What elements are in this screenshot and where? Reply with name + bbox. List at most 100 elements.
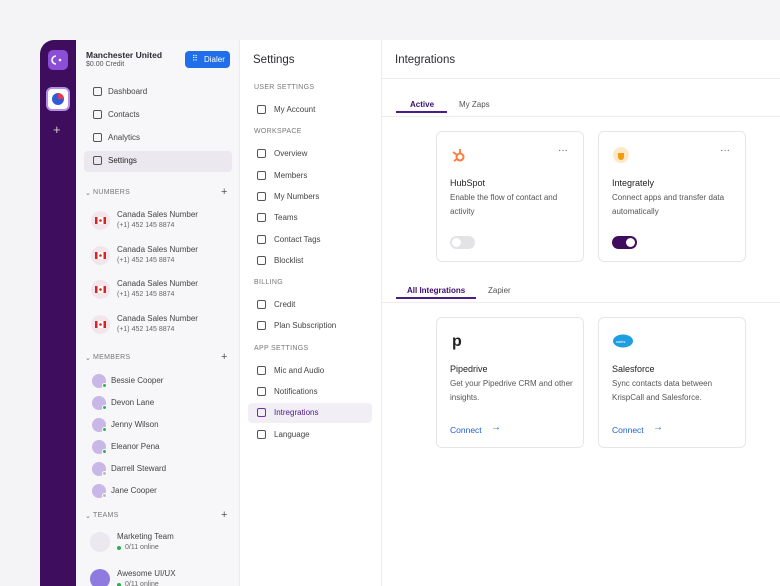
- tab-underline: [396, 297, 476, 299]
- number-name[interactable]: Canada Sales Number: [117, 244, 198, 254]
- member-name[interactable]: Eleanor Pena: [111, 442, 160, 451]
- workspace-switch[interactable]: [46, 87, 70, 111]
- nav-icon: [93, 87, 102, 96]
- menu-item[interactable]: My Numbers: [274, 191, 320, 201]
- online-dot: [117, 583, 121, 586]
- group-title: APP SETTINGS: [254, 344, 309, 352]
- menu-item[interactable]: Members: [274, 170, 308, 180]
- dialer-button[interactable]: ⠿ Dialer: [185, 51, 230, 68]
- menu-item[interactable]: Language: [274, 429, 310, 439]
- status-dot: [102, 493, 107, 498]
- team-status: 0/11 online: [125, 581, 159, 586]
- number-name[interactable]: Canada Sales Number: [117, 279, 198, 289]
- toggle-knob: [626, 238, 635, 247]
- number-phone: (+1) 452 145 8874: [117, 256, 175, 264]
- section-add[interactable]: +: [221, 351, 228, 363]
- integration-card: Integrately Connect apps and transfer dat…: [598, 131, 746, 262]
- number-phone: (+1) 452 145 8874: [117, 326, 175, 334]
- card-icon: [450, 146, 468, 169]
- nav-icon: [93, 156, 102, 165]
- add-workspace[interactable]: +: [53, 122, 61, 137]
- number-name[interactable]: Canada Sales Number: [117, 210, 198, 219]
- menu-item[interactable]: Notifications: [274, 387, 318, 396]
- credit: $0.00 Credit: [86, 61, 125, 68]
- nav-item[interactable]: Settings: [108, 156, 137, 165]
- menu-item[interactable]: Credit: [274, 300, 296, 310]
- toggle-knob: [452, 238, 461, 247]
- toggle[interactable]: [612, 236, 637, 249]
- tab[interactable]: All Integrations: [407, 286, 466, 295]
- divider: [382, 302, 780, 303]
- nav-item[interactable]: Contacts: [108, 110, 140, 119]
- team-name[interactable]: Awesome UI/UX: [117, 569, 176, 578]
- card-description: Enable the flow of contact and activity: [450, 193, 558, 216]
- tab[interactable]: My Zaps: [459, 100, 490, 109]
- card-title: HubSpot: [450, 178, 486, 188]
- card-description: Sync contacts data between KrispCall and…: [612, 379, 713, 402]
- team-status: 0/11 online: [125, 544, 159, 551]
- menu-item[interactable]: Intregrations: [274, 408, 319, 418]
- connect-link[interactable]: Connect: [450, 425, 482, 435]
- status-dot: [102, 471, 107, 476]
- number-phone: (+1) 452 145 8874: [117, 291, 175, 299]
- number-name[interactable]: Canada Sales Number: [117, 314, 198, 324]
- section-caret: ⌄: [85, 513, 91, 520]
- menu-item[interactable]: Teams: [274, 213, 298, 223]
- menu-item[interactable]: Overview: [274, 149, 308, 159]
- menu-icon: [257, 191, 266, 201]
- menu-item[interactable]: Plan Subscription: [274, 321, 337, 331]
- member-name[interactable]: Jenny Wilson: [111, 420, 159, 429]
- nav-icon: [93, 110, 102, 119]
- status-dot: [102, 405, 107, 410]
- team-avatar: [90, 569, 110, 586]
- menu-icon: [257, 408, 266, 418]
- integrations-panel: Integrations Active My Zaps All Integratio…: [382, 40, 780, 586]
- team-avatar: [90, 532, 110, 552]
- menu-icon: [257, 213, 266, 223]
- menu-icon: [257, 149, 266, 159]
- menu-item[interactable]: Contact Tags: [274, 234, 321, 244]
- flag: [91, 211, 110, 230]
- flag: [91, 245, 110, 265]
- divider: [382, 116, 780, 117]
- nav-item[interactable]: Analytics: [108, 133, 141, 142]
- toggle[interactable]: [450, 236, 475, 249]
- section-title: MEMBERS: [93, 354, 131, 361]
- member-name[interactable]: Devon Lane: [111, 398, 155, 407]
- tab[interactable]: Zapier: [488, 286, 511, 295]
- app-rail: +: [40, 40, 76, 586]
- member-name[interactable]: Darrell Steward: [111, 464, 167, 473]
- menu-icon: [257, 429, 266, 439]
- menu-highlight: [248, 403, 372, 424]
- integration-card: p Pipedrive Get your Pipedrive CRM and oth…: [436, 317, 584, 448]
- tab[interactable]: Active: [410, 100, 435, 109]
- tab-underline: [396, 111, 447, 113]
- menu-icon: [257, 234, 266, 244]
- menu-item[interactable]: Blocklist: [274, 255, 304, 265]
- nav-item[interactable]: Dashboard: [108, 87, 148, 96]
- card-menu[interactable]: ···: [720, 145, 730, 156]
- connect-link[interactable]: Connect: [612, 425, 644, 435]
- sidebar: Manchester United $0.00 Credit ⠿ Dialer D…: [76, 40, 240, 586]
- menu-item[interactable]: My Account: [274, 105, 316, 114]
- connect-arrow: →: [491, 422, 501, 433]
- menu-icon: [257, 387, 266, 396]
- integration-card: sales Salesforce Sync contacts data betwee…: [598, 317, 746, 448]
- member-name[interactable]: Bessie Cooper: [111, 376, 164, 385]
- menu-icon: [257, 365, 266, 375]
- menu-icon: [257, 300, 266, 310]
- team-name[interactable]: Marketing Team: [117, 532, 174, 541]
- card-title: Salesforce: [612, 364, 655, 374]
- member-name[interactable]: Jane Cooper: [111, 486, 157, 495]
- menu-item[interactable]: Mic and Audio: [274, 365, 325, 375]
- card-menu[interactable]: ···: [558, 145, 568, 156]
- svg-text:p: p: [452, 333, 462, 350]
- section-add[interactable]: +: [221, 186, 228, 198]
- menu-icon: [257, 255, 266, 265]
- section-title: TEAMS: [93, 512, 119, 519]
- section-add[interactable]: +: [221, 509, 228, 521]
- page-title: Integrations: [395, 54, 456, 66]
- nav-icon: [93, 133, 102, 142]
- group-title: WORKSPACE: [254, 128, 302, 136]
